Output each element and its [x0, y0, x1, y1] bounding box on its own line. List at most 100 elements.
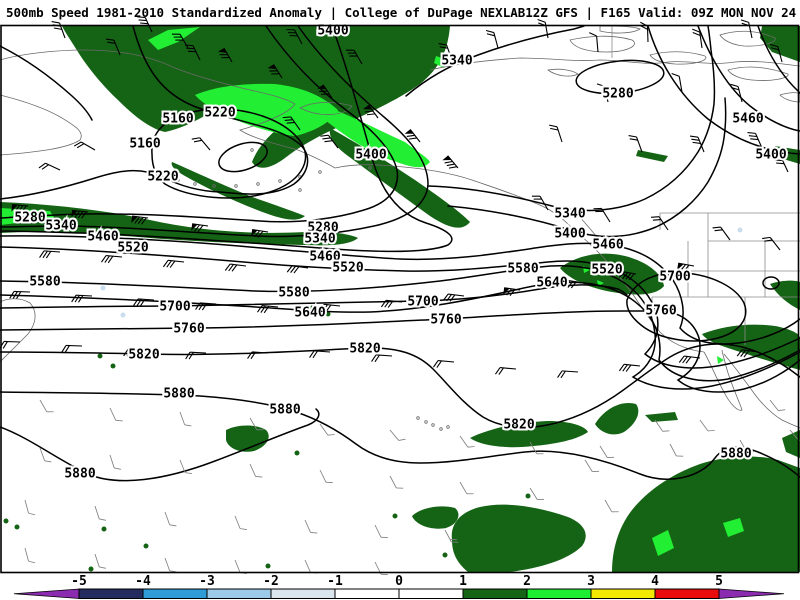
wind-barb [442, 155, 459, 169]
contour-label: 5700 [659, 270, 690, 285]
wind-barb [389, 475, 404, 489]
wind-barb [317, 84, 333, 99]
wind-barb [459, 435, 475, 448]
contour-label: 5760 [645, 304, 676, 319]
contour-label: 5280 [602, 87, 633, 102]
wind-barb [374, 524, 388, 539]
wind-barb [101, 255, 123, 264]
wind-barb [73, 141, 96, 151]
contour-label: 5640 [294, 306, 325, 321]
contour-label: 5880 [163, 387, 194, 402]
wind-barb [247, 351, 269, 360]
contour-label: 5340 [441, 54, 472, 69]
colorbar-left-arrow [13, 588, 80, 599]
wind-barb [9, 290, 31, 299]
wind-barb [596, 83, 609, 103]
colorbar-tick-label: 4 [651, 574, 659, 589]
colorbar-segment [334, 588, 400, 599]
contour-label: 5640 [536, 276, 567, 291]
contour-label: 5460 [87, 230, 118, 245]
wind-barb [320, 134, 339, 149]
contour-label: 5400 [755, 148, 786, 163]
contour-label: 5460 [592, 238, 623, 253]
wind-barb [495, 367, 517, 375]
wind-barb [191, 223, 209, 233]
wind-barb [529, 441, 544, 455]
wind-barb [94, 505, 106, 521]
contour-label: 5520 [332, 261, 363, 276]
wind-barb [773, 156, 789, 173]
wind-barb [24, 547, 36, 564]
contour-label: 5220 [204, 106, 235, 121]
contour-label: 5520 [117, 241, 148, 256]
wind-barb [619, 270, 637, 281]
colorbar-tick-label: -2 [263, 574, 279, 589]
wind-barb [184, 44, 201, 61]
wind-barb [459, 481, 474, 495]
wind-barb [712, 226, 731, 241]
wind-barb [162, 259, 185, 268]
wind-barb [179, 459, 192, 474]
contour-label: 5400 [355, 148, 386, 163]
wind-barb [433, 360, 455, 368]
colorbar-segment [398, 588, 464, 599]
wind-barb [531, 195, 549, 211]
wind-barb [313, 232, 331, 242]
contour-label: 5340 [554, 207, 585, 222]
wind-barb [762, 236, 781, 251]
wind-barb [38, 162, 61, 171]
colorbar-tick-label: -5 [71, 574, 87, 589]
wind-barb [24, 499, 36, 516]
wind-barb [286, 265, 309, 274]
wind-barb [234, 515, 247, 530]
contour-label: 5880 [64, 467, 95, 482]
contour-label: 5340 [45, 219, 76, 234]
wind-barb [604, 499, 619, 513]
contour-label: 5520 [591, 263, 622, 278]
wind-barb [549, 124, 563, 143]
wind-barb [164, 557, 177, 573]
contour-label: 5160 [162, 112, 193, 127]
colorbar-tick-label: 5 [715, 574, 723, 589]
contour-label: 5760 [430, 313, 461, 328]
wind-barb [557, 370, 579, 379]
wind-barb [769, 43, 783, 63]
contour-label: 5820 [349, 342, 380, 357]
wind-barb [669, 443, 684, 457]
wind-barb [485, 29, 499, 49]
wind-barb [699, 419, 715, 432]
colorbar-segment [270, 588, 336, 599]
wind-barb [677, 262, 695, 272]
contour-label: 5760 [173, 322, 204, 337]
wind-barb [561, 278, 579, 289]
wind-barb [345, 49, 363, 65]
wind-barb [251, 228, 269, 238]
contour-label: 5700 [159, 300, 190, 315]
wind-barb [371, 354, 393, 363]
colorbar-tick-label: -1 [327, 574, 343, 589]
wind-barb [39, 250, 61, 259]
wind-barb [692, 28, 703, 49]
colorbar-tick-label: 1 [459, 574, 467, 589]
model-valid-time: 12Z GFS | F165 Valid: 09Z MON NOV 24 202… [525, 5, 800, 20]
wind-barb [224, 263, 247, 272]
contour-label: 5400 [554, 227, 585, 242]
wind-barb [195, 302, 217, 311]
colorbar-segment [462, 588, 528, 599]
wind-barb [179, 411, 192, 427]
wind-barb [133, 298, 155, 307]
wind-barb [94, 553, 106, 569]
colorbar-segment [206, 588, 272, 599]
wind-barb [249, 463, 263, 478]
colorbar-segment [78, 588, 144, 599]
wind-barbs [0, 16, 800, 576]
anomaly-shading [0, 26, 800, 572]
wind-barb [380, 299, 403, 308]
wind-barb [249, 417, 264, 431]
contour-label: 5280 [14, 211, 45, 226]
contour-label: 5580 [29, 275, 60, 290]
contour-label: 5460 [309, 250, 340, 265]
wind-barb [51, 21, 66, 39]
